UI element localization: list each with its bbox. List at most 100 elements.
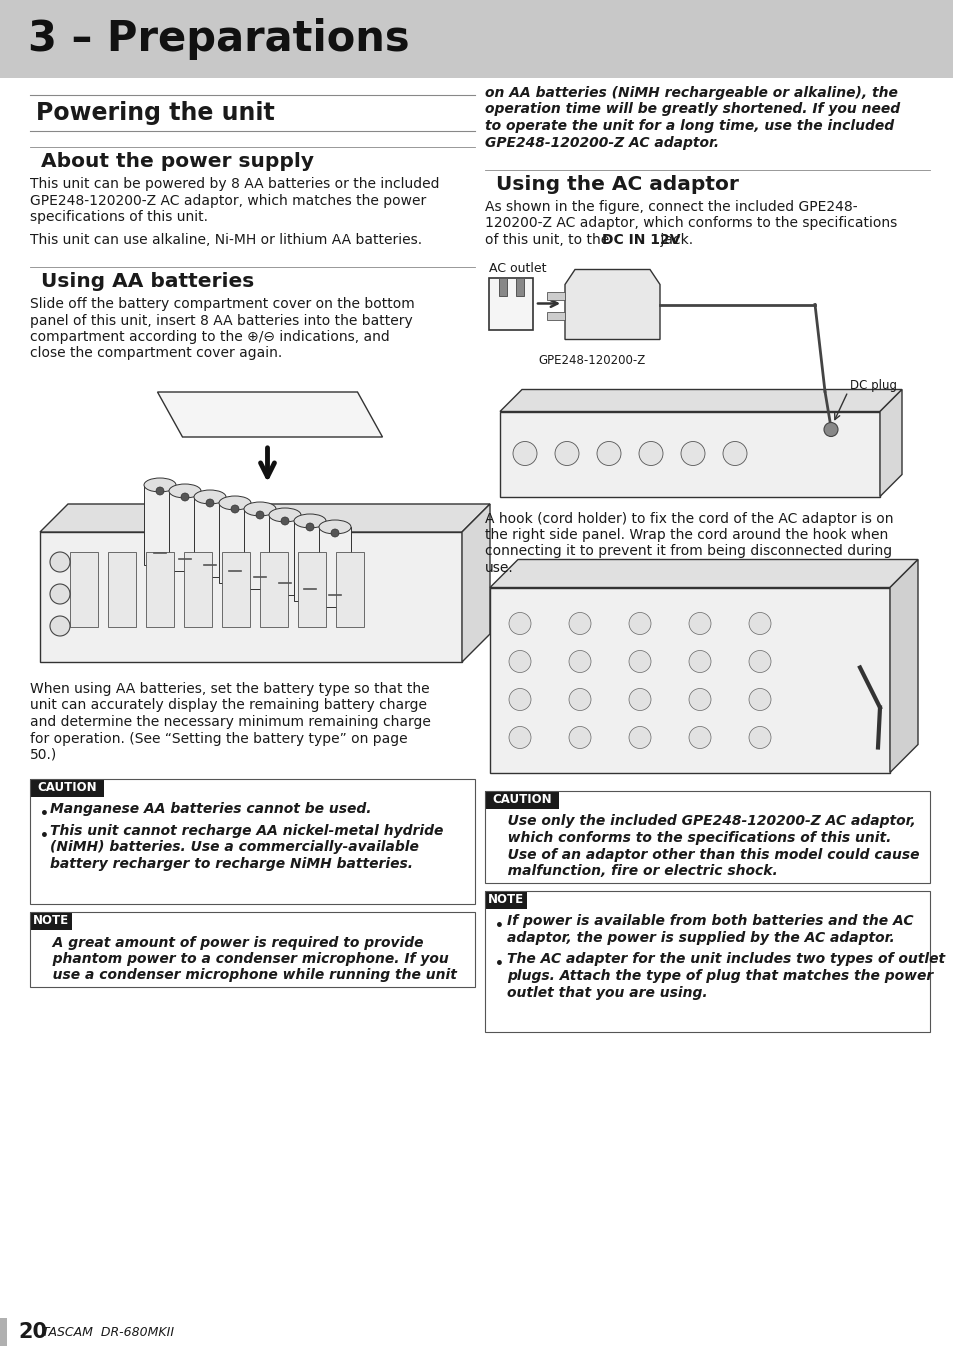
Text: operation time will be greatly shortened. If you need: operation time will be greatly shortened… (484, 102, 900, 116)
Text: This unit can be powered by 8 AA batteries or the included: This unit can be powered by 8 AA batteri… (30, 177, 439, 191)
Text: Manganese AA batteries cannot be used.: Manganese AA batteries cannot be used. (50, 802, 371, 817)
Ellipse shape (269, 508, 301, 522)
Circle shape (513, 442, 537, 465)
Circle shape (568, 612, 590, 635)
Text: •: • (40, 807, 49, 821)
Circle shape (568, 727, 590, 748)
Circle shape (628, 727, 650, 748)
Bar (294, 520, 326, 601)
Circle shape (688, 727, 710, 748)
Bar (222, 551, 250, 627)
Bar (30, 911, 71, 930)
Circle shape (509, 651, 531, 673)
Circle shape (156, 487, 164, 495)
Text: Using the AC adaptor: Using the AC adaptor (489, 175, 739, 194)
Text: The AC adapter for the unit includes two types of outlet: The AC adapter for the unit includes two… (506, 953, 944, 967)
Text: AC outlet: AC outlet (489, 262, 546, 275)
Text: phantom power to a condenser microphone. If you: phantom power to a condenser microphone.… (38, 952, 448, 967)
Text: to operate the unit for a long time, use the included: to operate the unit for a long time, use… (484, 119, 893, 133)
Ellipse shape (193, 491, 226, 504)
Bar (0, 0, 953, 78)
Circle shape (509, 612, 531, 635)
Circle shape (50, 584, 70, 604)
Text: About the power supply: About the power supply (34, 152, 314, 171)
Circle shape (555, 442, 578, 465)
Text: If power is available from both batteries and the AC: If power is available from both batterie… (506, 914, 913, 929)
Bar (260, 551, 288, 627)
Polygon shape (879, 390, 901, 496)
Polygon shape (490, 559, 917, 588)
Text: plugs. Attach the type of plug that matches the power: plugs. Attach the type of plug that matc… (506, 969, 932, 983)
Circle shape (568, 651, 590, 673)
Circle shape (306, 523, 314, 531)
Text: specifications of this unit.: specifications of this unit. (30, 210, 208, 224)
Bar (30, 779, 475, 903)
Text: A great amount of power is required to provide: A great amount of power is required to p… (38, 936, 423, 949)
Bar (490, 588, 889, 772)
Circle shape (206, 499, 213, 507)
Text: for operation. (See “Setting the battery type” on page: for operation. (See “Setting the battery… (30, 732, 407, 745)
Bar (499, 411, 879, 496)
Text: Slide off the battery compartment cover on the bottom: Slide off the battery compartment cover … (30, 297, 415, 311)
Circle shape (50, 616, 70, 636)
Bar (546, 311, 564, 319)
Text: GPE248-120200-Z: GPE248-120200-Z (538, 353, 645, 367)
Circle shape (181, 493, 189, 501)
Text: Use of an adaptor other than this model could cause: Use of an adaptor other than this model … (493, 848, 919, 861)
Bar (318, 527, 351, 607)
Bar (297, 551, 326, 627)
Text: This unit can use alkaline, Ni-MH or lithium AA batteries.: This unit can use alkaline, Ni-MH or lit… (30, 232, 421, 247)
Text: of this unit, to the: of this unit, to the (484, 233, 613, 247)
Text: GPE248-120200-Z AC adaptor.: GPE248-120200-Z AC adaptor. (484, 136, 719, 150)
Circle shape (722, 442, 746, 465)
Text: battery recharger to recharge NiMH batteries.: battery recharger to recharge NiMH batte… (50, 857, 413, 871)
Text: jack.: jack. (655, 233, 692, 247)
Text: DC IN 12V: DC IN 12V (601, 233, 679, 247)
Bar (193, 497, 226, 577)
Text: and determine the necessary minimum remaining charge: and determine the necessary minimum rema… (30, 714, 431, 729)
Bar (144, 485, 175, 565)
Polygon shape (461, 504, 490, 662)
Text: 120200-Z AC adaptor, which conforms to the specifications: 120200-Z AC adaptor, which conforms to t… (484, 217, 897, 231)
Text: use a condenser microphone while running the unit: use a condenser microphone while running… (38, 968, 456, 983)
Text: •: • (495, 919, 503, 933)
Text: connecting it to prevent it from being disconnected during: connecting it to prevent it from being d… (484, 545, 891, 558)
Circle shape (281, 518, 289, 524)
Text: outlet that you are using.: outlet that you are using. (506, 985, 707, 999)
Bar (484, 891, 929, 1033)
Text: adaptor, the power is supplied by the AC adaptor.: adaptor, the power is supplied by the AC… (506, 931, 894, 945)
Text: GPE248-120200-Z AC adaptor, which matches the power: GPE248-120200-Z AC adaptor, which matche… (30, 194, 426, 208)
Bar (244, 510, 275, 589)
Circle shape (639, 442, 662, 465)
Text: TASCAM  DR-680MKII: TASCAM DR-680MKII (42, 1325, 174, 1339)
Circle shape (823, 422, 837, 437)
Text: DC plug: DC plug (849, 379, 896, 391)
Text: 3 – Preparations: 3 – Preparations (28, 18, 409, 61)
Polygon shape (40, 504, 490, 532)
Bar (0, 1318, 7, 1347)
Circle shape (568, 689, 590, 710)
Bar (184, 551, 212, 627)
Circle shape (688, 689, 710, 710)
Ellipse shape (219, 496, 251, 510)
Bar (169, 491, 201, 572)
Text: close the compartment cover again.: close the compartment cover again. (30, 346, 282, 360)
Circle shape (509, 727, 531, 748)
Text: •: • (40, 829, 49, 842)
Circle shape (748, 612, 770, 635)
Text: the right side panel. Wrap the cord around the hook when: the right side panel. Wrap the cord arou… (484, 528, 887, 542)
Circle shape (628, 612, 650, 635)
Text: NOTE: NOTE (487, 892, 523, 906)
Text: which conforms to the specifications of this unit.: which conforms to the specifications of … (493, 830, 890, 845)
Ellipse shape (244, 501, 275, 516)
Circle shape (688, 612, 710, 635)
Bar (219, 503, 251, 582)
Text: CAUTION: CAUTION (492, 793, 551, 806)
Text: A hook (cord holder) to fix the cord of the AC adaptor is on: A hook (cord holder) to fix the cord of … (484, 511, 893, 526)
Circle shape (628, 689, 650, 710)
Text: As shown in the figure, connect the included GPE248-: As shown in the figure, connect the incl… (484, 200, 857, 214)
Text: CAUTION: CAUTION (37, 780, 96, 794)
Bar (269, 515, 301, 594)
Text: 20: 20 (18, 1322, 47, 1343)
Circle shape (628, 651, 650, 673)
